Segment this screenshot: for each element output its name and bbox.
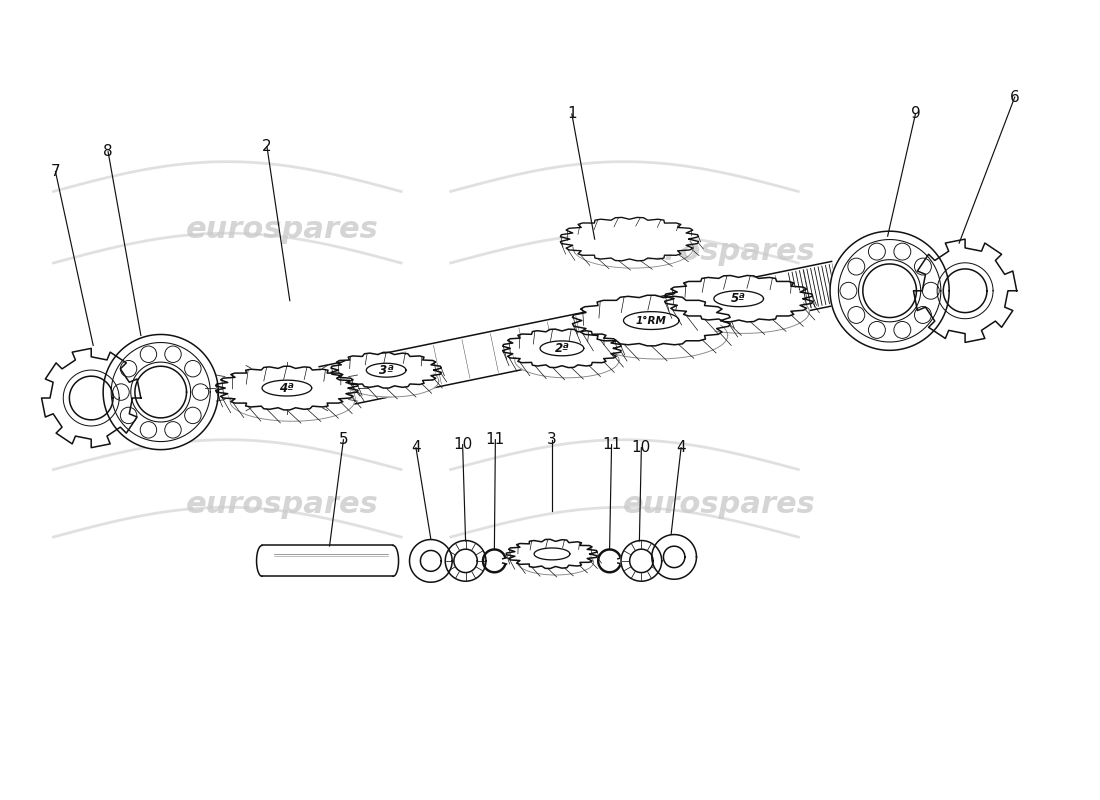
Polygon shape [515,342,619,378]
Polygon shape [226,368,349,408]
Polygon shape [42,348,141,448]
Polygon shape [515,542,590,566]
Polygon shape [573,228,693,268]
Text: eurospares: eurospares [623,490,815,518]
Text: 4ª: 4ª [279,382,294,394]
Text: 9: 9 [911,106,921,122]
Polygon shape [517,550,594,575]
Polygon shape [652,534,696,579]
Text: 6: 6 [1010,90,1020,105]
Text: 4: 4 [411,440,420,455]
Text: 7: 7 [51,164,60,179]
Text: eurospares: eurospares [186,490,378,518]
Polygon shape [230,381,354,422]
Polygon shape [342,365,439,397]
Polygon shape [582,298,720,344]
Polygon shape [409,539,452,582]
Polygon shape [570,219,689,259]
Text: 1: 1 [566,106,576,122]
Text: 4: 4 [676,440,686,455]
Text: 10: 10 [631,440,651,455]
Text: 3: 3 [547,432,557,447]
Text: 11: 11 [602,437,621,452]
Text: 10: 10 [453,437,472,452]
Text: 5ª: 5ª [732,292,746,306]
Polygon shape [446,541,486,582]
Text: 5: 5 [339,432,349,447]
Polygon shape [913,239,1016,342]
Text: 3ª: 3ª [378,364,394,377]
Text: 2: 2 [262,139,272,154]
Text: eurospares: eurospares [186,214,378,244]
Polygon shape [103,334,218,450]
Polygon shape [587,312,728,359]
Polygon shape [679,290,810,334]
Polygon shape [510,331,614,366]
Text: eurospares: eurospares [623,237,815,266]
Polygon shape [674,278,803,320]
Text: 8: 8 [103,144,113,159]
Text: 11: 11 [486,432,505,447]
Polygon shape [830,231,949,350]
Text: 1°RM: 1°RM [636,315,667,326]
Polygon shape [621,541,662,582]
Polygon shape [339,354,433,386]
Text: 2ª: 2ª [554,342,570,355]
